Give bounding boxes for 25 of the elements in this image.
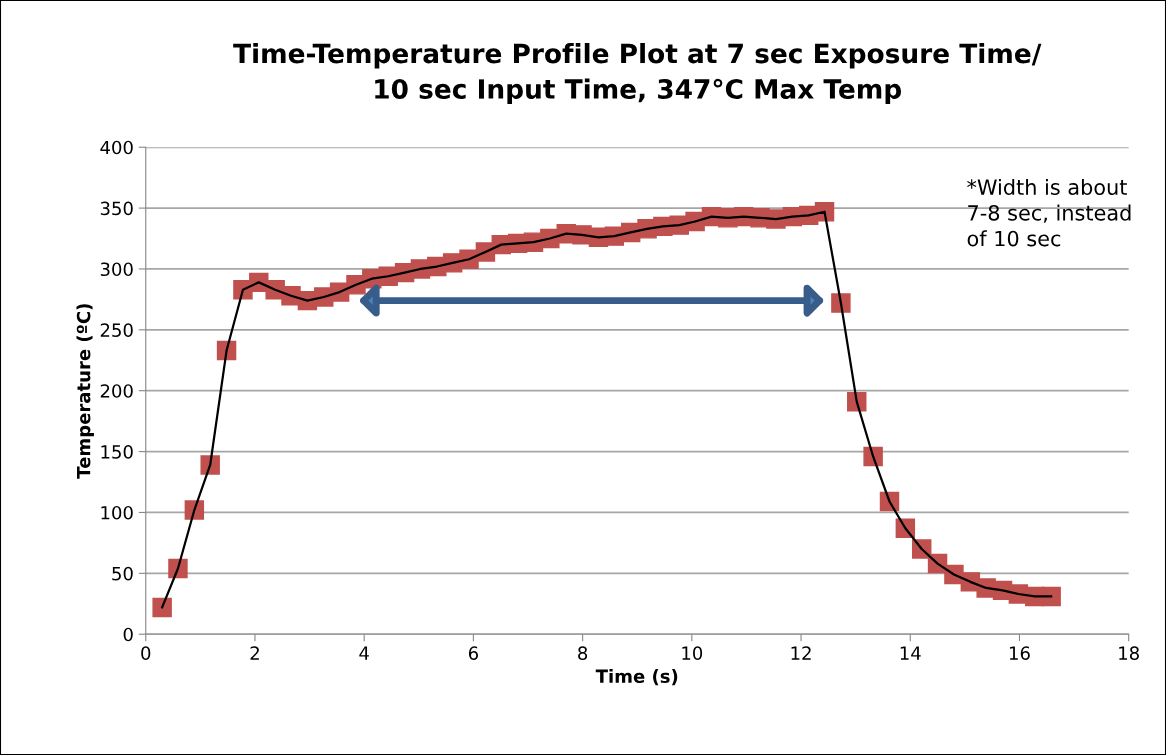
y-tick-label: 100 — [101, 505, 133, 520]
point — [152, 597, 172, 618]
x-tick-label: 10 — [682, 646, 703, 660]
x-tick-label: 0 — [141, 646, 151, 660]
x-tick-label: 14 — [900, 646, 921, 660]
x-tick-label: 2 — [250, 646, 259, 660]
y-tick-label: 0 — [123, 627, 133, 642]
y-tick-label: 200 — [100, 384, 133, 398]
x-tick-label: 18 — [1119, 646, 1139, 660]
x-axis-title: Time (s) — [595, 669, 678, 686]
x-tick-label: 4 — [359, 646, 369, 660]
chart-title: Time-Temperature Profile Plot at 7 sec Exposure Time/ 10 sec Input Time, 347°C Max Temp — [233, 43, 1042, 105]
y-tick-label: 300 — [100, 262, 133, 277]
y-tick-label: 350 — [100, 201, 133, 216]
x-tick-label: 16 — [1009, 646, 1030, 660]
point — [1041, 586, 1061, 607]
x-tick-label: 6 — [468, 646, 478, 660]
y-tick-label: 400 — [100, 140, 133, 155]
y-tick-label: 250 — [100, 323, 133, 337]
y-tick-label: 50 — [112, 566, 133, 581]
y-axis-title: Temperature (ºC) — [76, 304, 94, 479]
x-tick-label: 8 — [578, 646, 588, 660]
x-tick-label: 12 — [791, 646, 811, 660]
y-tick-label: 150 — [101, 445, 133, 459]
annotation: *Width is about 7-8 sec, instead of 10 sec — [967, 178, 1131, 247]
